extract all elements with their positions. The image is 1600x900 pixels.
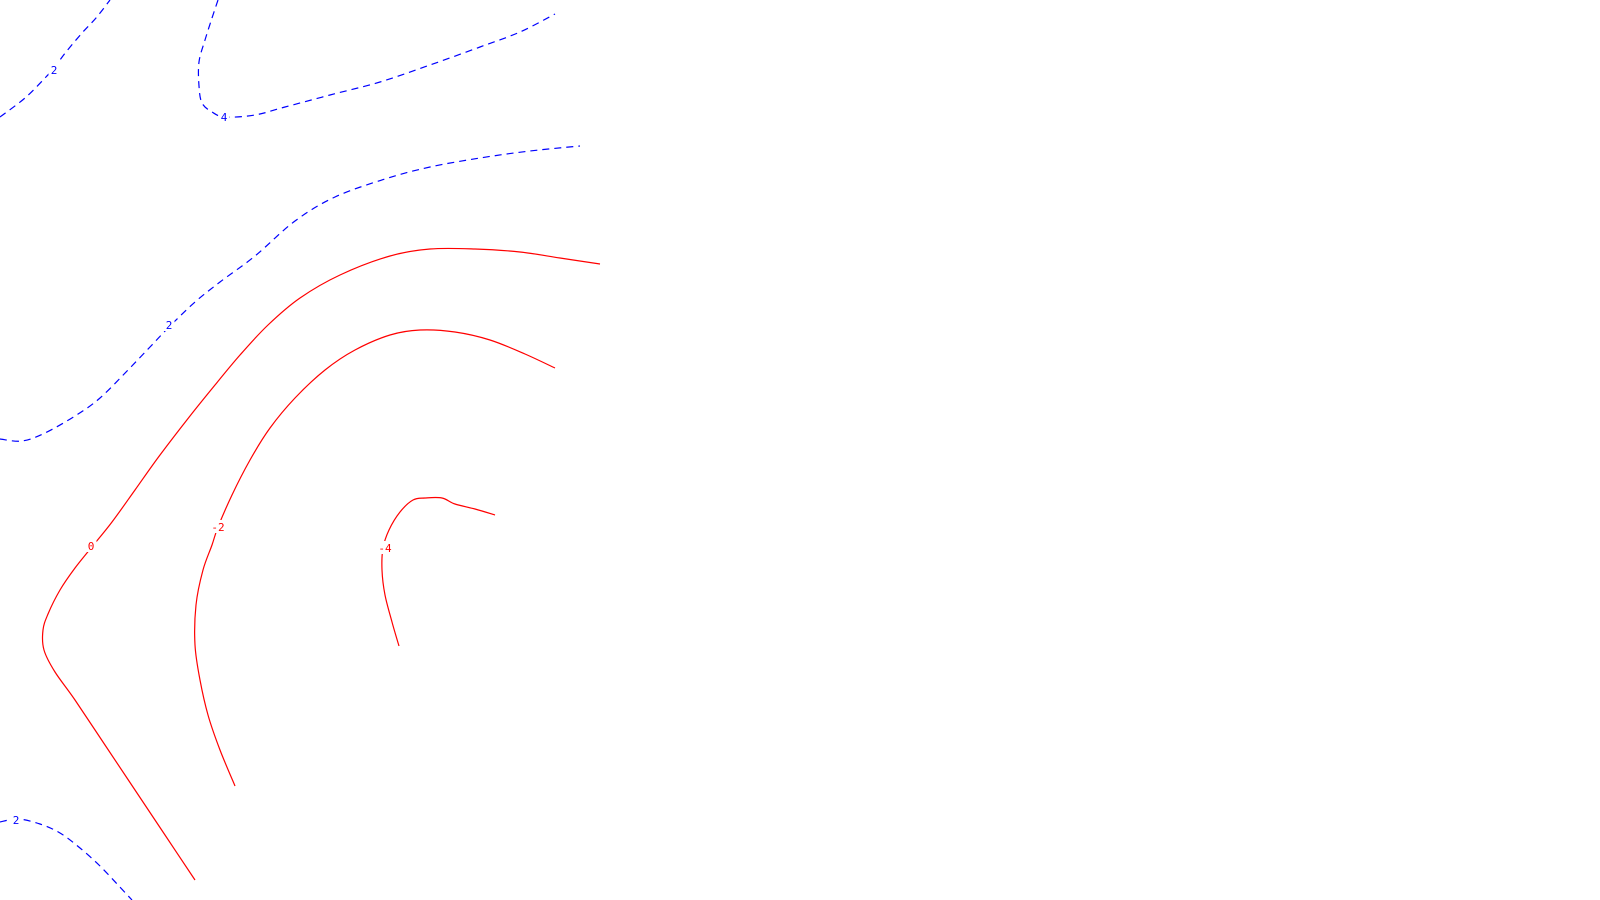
contour-2-top-left-label-bg [48, 63, 60, 76]
contour-minus-2-label-bg [209, 520, 227, 533]
contour-2-top-left-label: 2 [51, 64, 58, 77]
contour-2-middle-label: 2 [166, 319, 173, 332]
contour-labels: 2 4 2 0 -2 -4 2 [10, 63, 394, 827]
contour-2-top-left-line [0, 0, 111, 118]
contour-2-bottom-left-label-bg [10, 813, 22, 826]
contour-2-bottom-left-label: 2 [13, 814, 20, 827]
contour-0-line [41, 247, 601, 881]
contour-minus-4-line [381, 496, 496, 647]
contour-lines [0, 0, 601, 900]
contour-minus-2-label: -2 [211, 521, 224, 534]
contour-2-bottom-left-line [0, 818, 133, 900]
contour-2-middle-label-bg [163, 318, 175, 331]
contour-4-top-line [197, 0, 556, 118]
contour-minus-2-line [194, 329, 556, 787]
contour-2-middle-line [0, 145, 581, 442]
contour-0-label-bg [85, 539, 97, 552]
contour-4-top-label-bg [218, 110, 230, 123]
contour-0-label: 0 [88, 540, 95, 553]
contour-4-top-label: 4 [221, 111, 228, 124]
contour-minus-4-label-bg [376, 541, 394, 554]
contour-minus-4-label: -4 [378, 542, 392, 555]
